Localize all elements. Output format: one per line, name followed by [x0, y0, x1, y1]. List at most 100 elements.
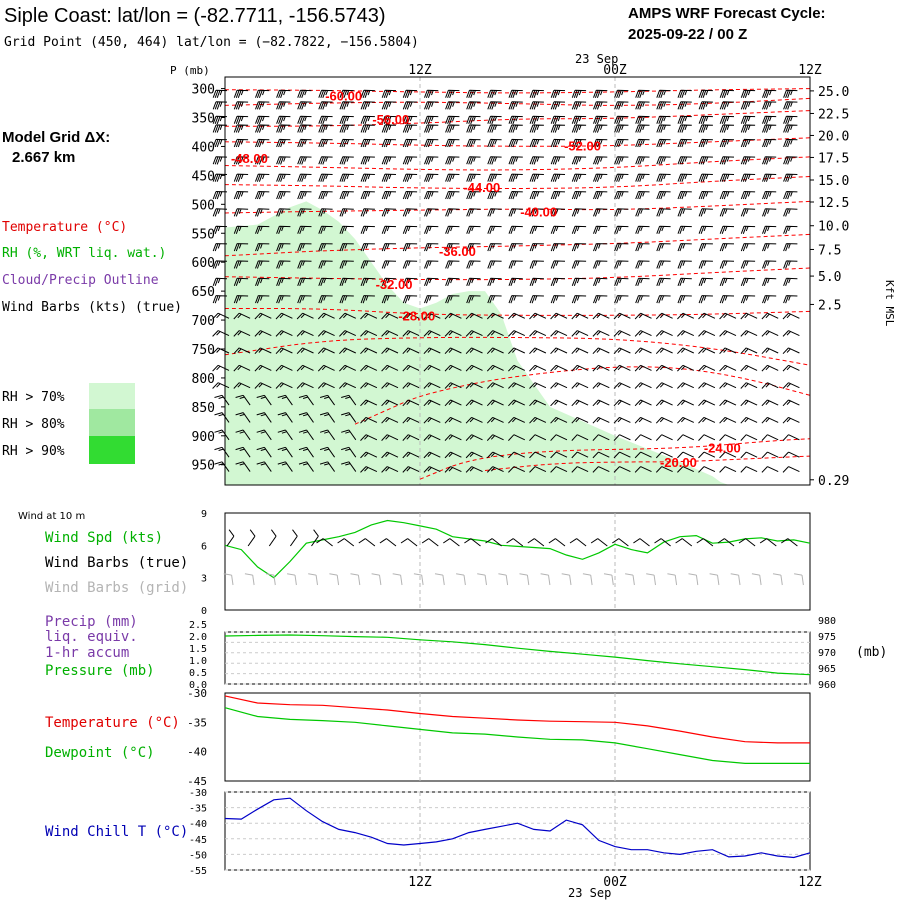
wind-barb	[360, 416, 378, 424]
wind-barb	[235, 412, 251, 423]
wind-barb	[719, 156, 735, 165]
wind-barb	[381, 277, 397, 286]
wind-barb	[233, 382, 251, 389]
wind-barb	[571, 89, 587, 98]
wind-barb	[466, 191, 481, 200]
wind-barb	[402, 191, 418, 200]
wind-barb	[508, 115, 523, 125]
wind-barb	[466, 156, 481, 165]
wind-barb	[423, 466, 441, 473]
wind-barb	[655, 382, 673, 389]
wind-barb	[655, 312, 673, 320]
wind-barb	[762, 173, 777, 182]
wind-barb	[297, 138, 312, 148]
wind-barb	[782, 451, 800, 459]
wind-barb	[423, 399, 441, 407]
wind-barb	[276, 225, 291, 234]
wind-barb	[276, 295, 291, 304]
wind-barb	[487, 243, 502, 252]
rh90-swatch	[89, 436, 135, 464]
wind-barb	[402, 208, 418, 217]
wind-barb	[508, 208, 523, 217]
wind-barb	[698, 399, 716, 407]
wind-barb	[677, 416, 695, 424]
wind-barb	[255, 243, 270, 252]
wind-barb	[276, 243, 291, 252]
kft-tick-label: 12.5	[818, 196, 849, 211]
pressure-tick-label: 800	[192, 372, 215, 387]
wind-barb	[698, 466, 716, 473]
wind-barb	[424, 124, 439, 133]
wind-barb	[298, 461, 314, 472]
wind-barb	[782, 416, 800, 424]
wind-barb	[402, 89, 418, 98]
wind-barb-grid	[519, 573, 530, 586]
wind-barb	[614, 101, 629, 110]
wind-barb	[592, 312, 610, 320]
wind-barb	[381, 330, 399, 337]
wind-barb	[424, 138, 439, 148]
wind-barb-true	[569, 538, 587, 547]
wind-barb	[254, 382, 272, 389]
wind-barb	[635, 225, 650, 234]
wind-speed-line	[224, 519, 811, 579]
wind-barb	[318, 277, 333, 286]
wind-barb	[593, 260, 608, 269]
wind-barb-grid	[667, 573, 678, 586]
wind-barb	[508, 295, 523, 304]
wind-barb	[212, 330, 230, 337]
wind-barb	[254, 364, 272, 372]
wind-barb	[508, 364, 526, 372]
precip-pressure-panel	[224, 631, 811, 685]
pressure-tick-label: 900	[192, 430, 215, 445]
wind-barb	[233, 89, 249, 98]
wind-barb	[445, 295, 460, 304]
wind-barb	[212, 191, 228, 200]
temperature-contour-label: -56.00	[372, 112, 409, 127]
wind-barb	[214, 412, 230, 423]
wind10m-panel	[224, 512, 811, 611]
wind-barb	[212, 124, 228, 133]
wind-barb	[698, 191, 713, 200]
wind-barb	[550, 312, 568, 320]
wind-barb	[550, 364, 568, 372]
wind-barb	[634, 466, 652, 473]
wind-barb	[360, 347, 378, 355]
wind-barb	[466, 101, 481, 110]
wind-barb	[212, 382, 230, 389]
bottom-time-tick-label: 00Z	[603, 875, 627, 890]
wind-barb	[255, 138, 270, 148]
wind-barb	[740, 399, 758, 407]
wind-barb	[444, 434, 462, 441]
wind-barb	[698, 173, 713, 182]
wind-barb	[655, 347, 673, 355]
wind-barb	[571, 364, 589, 372]
wind-barb	[508, 466, 526, 473]
wind-barb	[571, 208, 587, 217]
wind-barb	[277, 446, 293, 458]
wind-barb	[276, 138, 291, 148]
wind-barb	[656, 156, 671, 165]
wind-barb	[319, 429, 336, 441]
wind-barb	[360, 260, 375, 269]
wind-barb-grid	[625, 573, 635, 586]
wind-barb	[740, 89, 756, 98]
wind-barb	[445, 260, 460, 269]
forecast-cycle-value: 2025-09-22 / 00 Z	[628, 26, 747, 43]
wind-barb	[256, 412, 272, 423]
wind-barb	[719, 399, 737, 407]
top-time-tick-label: 12Z	[408, 63, 432, 78]
bottom-date-label: 23 Sep	[568, 886, 611, 900]
legend-rh70: RH > 70%	[2, 390, 65, 405]
wind-barb	[719, 243, 735, 252]
wind-barb	[465, 312, 483, 320]
wind-barb	[487, 115, 502, 125]
wind-barb	[233, 364, 251, 372]
wind-barb-true	[400, 538, 418, 547]
wind-barb	[571, 347, 589, 355]
wind-barb	[381, 89, 397, 98]
wind-barb	[233, 191, 249, 200]
wind-barb	[402, 260, 418, 269]
wind-barb	[614, 225, 629, 234]
station-title: Siple Coast: lat/lon = (-82.7711, -156.5…	[4, 5, 386, 27]
